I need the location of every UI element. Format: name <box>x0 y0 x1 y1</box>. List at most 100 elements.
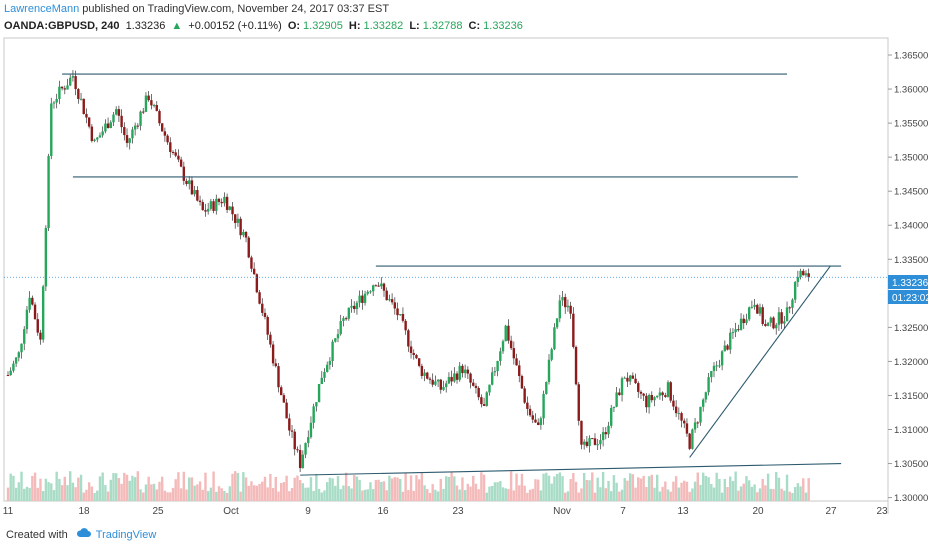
volume-bar <box>747 480 751 501</box>
candle-body <box>423 372 426 376</box>
volume-bar <box>582 473 586 501</box>
symbol-name[interactable]: OANDA:GBPUSD, 240 <box>4 20 120 32</box>
volume-bar <box>445 476 448 501</box>
candle-body <box>547 359 551 382</box>
volume-bar <box>358 479 361 501</box>
volume-bar <box>209 487 213 501</box>
y-tick-label: 1.31000 <box>894 425 928 436</box>
volume-bar <box>85 489 88 501</box>
time-axis: 11 18 25 Oct 9 16 23 Nov 7 13 20 27 23 <box>3 506 888 517</box>
candle-body <box>645 395 648 408</box>
candle-body <box>580 420 583 445</box>
volume-bar <box>28 487 31 501</box>
volume-bar <box>304 487 307 501</box>
candle-body <box>445 383 448 388</box>
candle-body <box>150 100 153 106</box>
candle-body <box>593 438 597 445</box>
author-link[interactable]: LawrenceMann <box>4 3 80 15</box>
volume-bar <box>198 481 202 501</box>
candle-body <box>720 351 724 366</box>
candle-body <box>472 382 475 386</box>
open-label: O: <box>287 20 301 32</box>
chart-frame <box>3 37 889 502</box>
volume-bar <box>371 489 375 501</box>
candle-body <box>499 351 502 362</box>
candle-body <box>436 379 440 382</box>
candle-body <box>133 125 137 130</box>
volume-bar <box>704 475 708 501</box>
volume-bar <box>307 487 310 501</box>
volume-bar <box>450 471 453 501</box>
candle-body <box>271 344 275 364</box>
x-tick-label: 7 <box>620 506 626 517</box>
candle-body <box>620 378 624 396</box>
volume-bar <box>720 492 724 501</box>
volume-bar <box>547 475 551 501</box>
candle-body <box>120 115 123 128</box>
volume-bar <box>263 476 267 501</box>
volume-bar <box>618 491 621 501</box>
trendlines-layer[interactable] <box>4 73 888 476</box>
candle-body <box>726 345 729 350</box>
volume-bar <box>620 489 624 501</box>
candle-body <box>572 313 575 347</box>
volume-bar <box>334 485 337 501</box>
candle-body <box>591 438 594 440</box>
volume-bar <box>342 485 345 501</box>
volume-bar <box>87 482 91 501</box>
volume-bar <box>155 489 158 501</box>
candle-body <box>515 358 518 366</box>
volume-bar <box>536 479 540 501</box>
candle-body <box>374 285 378 287</box>
candle-body <box>550 349 553 360</box>
y-tick-label: 1.32000 <box>894 357 928 368</box>
candle-body <box>242 231 245 236</box>
volume-bar <box>185 489 188 501</box>
candle-body <box>729 332 732 350</box>
candle-body <box>409 346 413 353</box>
tradingview-link[interactable]: TradingView <box>95 528 157 541</box>
candle-body <box>320 377 323 384</box>
volume-bar <box>472 475 475 501</box>
volume-bar <box>804 492 808 501</box>
candle-body <box>531 415 534 420</box>
candle-body <box>442 387 445 390</box>
volume-bar <box>569 479 572 501</box>
candle-body <box>731 332 735 334</box>
volume-bar <box>520 473 524 501</box>
candle-body <box>480 397 483 405</box>
volume-bar <box>596 477 599 501</box>
candle-body <box>615 392 618 407</box>
candle-body <box>758 307 762 314</box>
volume-bar <box>769 488 773 501</box>
candle-body <box>342 318 345 322</box>
volume-bar <box>558 472 562 501</box>
volume-bar <box>672 481 675 501</box>
trendline[interactable] <box>300 463 842 476</box>
candle-body <box>236 218 240 223</box>
candle-body <box>69 77 72 86</box>
candle-body <box>512 348 516 359</box>
candle-body <box>677 413 681 415</box>
volume-bar <box>469 486 472 501</box>
volume-bar <box>217 486 221 501</box>
volume-bar <box>25 486 29 501</box>
trendline[interactable] <box>689 265 831 458</box>
volume-bar <box>707 477 710 501</box>
candle-body <box>204 210 207 212</box>
volume-bar <box>756 492 759 501</box>
close-label: C: <box>468 20 481 32</box>
volume-bar <box>766 473 770 501</box>
volume-bar <box>269 473 272 501</box>
candle-body <box>653 397 656 401</box>
candle-body <box>44 227 48 287</box>
candle-body <box>407 330 410 347</box>
candle-body <box>626 377 629 382</box>
y-tick-label: 1.36500 <box>894 51 928 62</box>
candle-body <box>41 286 45 340</box>
candle-body <box>482 404 486 406</box>
volume-bar <box>52 490 56 501</box>
volume-bar <box>177 472 180 501</box>
volume-bar <box>196 484 199 501</box>
